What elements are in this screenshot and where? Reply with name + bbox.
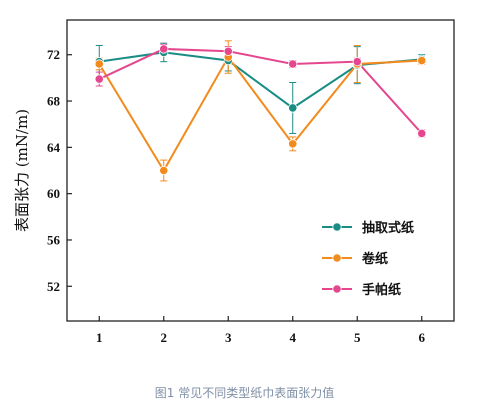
y-tick-label: 68 <box>47 94 61 109</box>
x-tick-label: 5 <box>354 330 361 345</box>
legend-swatch-marker <box>332 284 342 294</box>
legend-swatch-marker <box>332 253 342 263</box>
y-tick-label: 72 <box>47 47 60 62</box>
data-point <box>94 74 104 84</box>
figure-caption: 图1 常见不同类型纸巾表面张力值 <box>154 386 335 400</box>
series-line <box>98 55 422 173</box>
x-tick-label: 1 <box>96 330 103 345</box>
legend-label: 卷纸 <box>362 251 388 267</box>
x-tick-label: 6 <box>419 330 426 345</box>
legend-label: 手帕纸 <box>362 282 401 298</box>
x-tick-label: 3 <box>225 330 232 345</box>
data-point <box>159 44 169 54</box>
y-tick-label: 52 <box>47 279 60 294</box>
data-point <box>94 59 104 69</box>
data-point <box>417 128 427 139</box>
data-point <box>288 59 298 69</box>
y-tick-label: 60 <box>47 186 60 201</box>
legend-swatch-marker <box>332 222 342 232</box>
y-tick-label: 56 <box>47 232 61 247</box>
data-point <box>223 46 233 56</box>
data-point <box>288 103 298 113</box>
data-point <box>159 165 169 176</box>
series-line <box>98 47 423 135</box>
data-point <box>288 139 298 149</box>
y-axis-label: 表面张力 (mN/m) <box>13 109 31 232</box>
legend-label: 抽取式纸 <box>362 220 414 236</box>
data-point <box>417 55 427 66</box>
x-tick-label: 4 <box>290 330 297 345</box>
data-point <box>352 57 362 67</box>
x-tick-label: 2 <box>161 330 168 345</box>
plot-area-border <box>66 19 455 322</box>
y-tick-label: 64 <box>47 140 61 155</box>
